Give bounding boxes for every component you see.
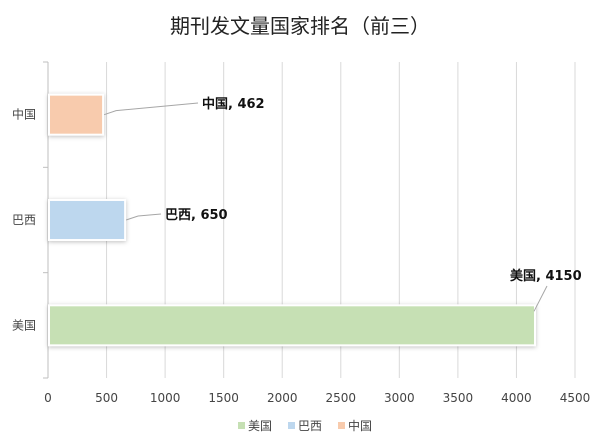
legend-item[interactable]: 巴西: [288, 419, 322, 433]
data-labels: 美国, 4150 巴西, 650 中国, 462: [165, 96, 582, 284]
y-category-label: 巴西: [12, 213, 36, 227]
legend[interactable]: 美国 巴西 中国: [238, 418, 372, 433]
legend-swatch: [338, 422, 345, 429]
data-label: 中国, 462: [202, 96, 265, 112]
legend-swatch: [238, 422, 245, 429]
bar[interactable]: [48, 304, 537, 347]
y-category-label: 中国: [12, 107, 36, 122]
leader-line: [533, 285, 548, 312]
data-label: 美国, 4150: [510, 268, 582, 284]
x-tick-label: 0: [44, 391, 52, 405]
y-category-label: 美国: [12, 318, 36, 332]
grid-lines: [106, 62, 576, 378]
legend-swatch: [288, 422, 295, 429]
leader-line: [125, 213, 162, 221]
x-tick-label: 4500: [560, 391, 591, 405]
x-tick-label: 2500: [326, 391, 357, 405]
leader-line: [103, 102, 199, 116]
legend-label: 中国: [348, 418, 372, 433]
x-tick-label: 500: [95, 391, 118, 405]
legend-label: 美国: [248, 419, 272, 433]
label-leaders: [103, 102, 548, 312]
x-tick-label: 1000: [150, 391, 181, 405]
bar[interactable]: [48, 93, 105, 136]
legend-label: 巴西: [298, 419, 322, 433]
legend-item[interactable]: 中国: [338, 418, 372, 433]
chart-title: 期刊发文量国家排名（前三）: [170, 14, 430, 38]
x-tick-label: 3000: [384, 391, 415, 405]
x-tick-label: 4000: [501, 391, 532, 405]
bar[interactable]: [48, 198, 127, 242]
x-tick-label: 2000: [267, 391, 298, 405]
bars: [48, 93, 537, 347]
x-tick-label: 1500: [208, 391, 239, 405]
x-tick-label: 3500: [443, 391, 474, 405]
data-label: 巴西, 650: [165, 208, 228, 223]
legend-item[interactable]: 美国: [238, 419, 272, 433]
